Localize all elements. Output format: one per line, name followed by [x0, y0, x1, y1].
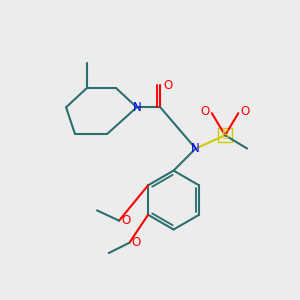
Text: O: O	[163, 79, 172, 92]
Text: S: S	[221, 129, 229, 142]
Text: N: N	[132, 101, 141, 114]
Text: O: O	[131, 236, 140, 249]
FancyBboxPatch shape	[218, 128, 232, 142]
Text: O: O	[240, 105, 249, 118]
Text: N: N	[191, 142, 200, 155]
Text: O: O	[201, 105, 210, 118]
Text: O: O	[121, 214, 130, 227]
